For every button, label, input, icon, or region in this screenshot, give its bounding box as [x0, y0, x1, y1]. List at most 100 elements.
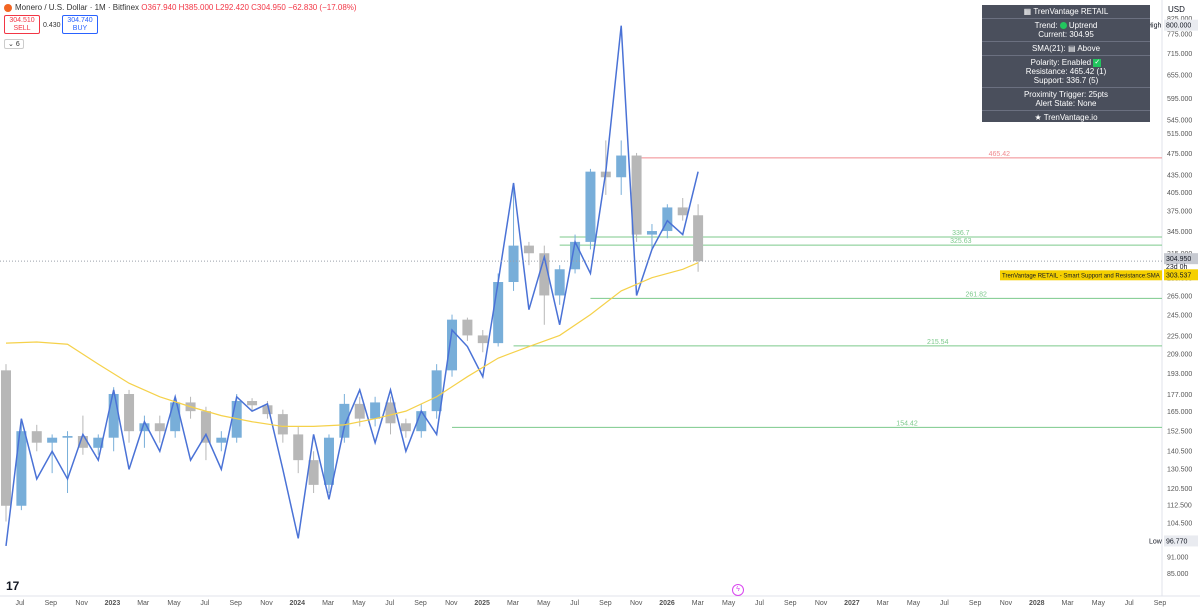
- high-value: 800.000: [1166, 23, 1191, 30]
- star-icon: ★: [1034, 113, 1042, 122]
- support-label: Support:: [1033, 76, 1064, 85]
- x-tick-label: Sep: [414, 600, 427, 607]
- x-tick-label: 2026: [659, 600, 675, 607]
- x-tick-label: Jul: [1125, 600, 1134, 607]
- candle-body: [93, 437, 104, 448]
- y-tick-label: 209.000: [1167, 351, 1192, 358]
- candle-body: [616, 155, 627, 178]
- x-tick-label: May: [1092, 600, 1106, 607]
- candle-body: [200, 411, 211, 443]
- chevron-down-icon: ⌄: [8, 41, 14, 48]
- zigzag-line: [5, 25, 699, 547]
- check-icon: ✓: [1093, 58, 1102, 67]
- y-tick-label: 405.000: [1167, 190, 1192, 197]
- symbol-label[interactable]: Monero / U.S. Dollar · 1M · Bitfinex: [15, 3, 140, 12]
- tradingview-logo[interactable]: 17: [6, 579, 20, 593]
- spread-value: 0.430: [43, 22, 61, 29]
- y-tick-label: 775.000: [1167, 31, 1192, 38]
- level-label: 336.7: [952, 230, 970, 237]
- level-label: 465.42: [989, 151, 1011, 158]
- alert-value: None: [1077, 99, 1097, 108]
- level-label: 261.82: [966, 291, 988, 298]
- chart-icon: ▦: [1023, 7, 1032, 16]
- polarity-label: Polarity:: [1030, 58, 1060, 67]
- currency-label: USD: [1168, 5, 1185, 14]
- sma-line: [5, 262, 699, 428]
- proximity-label: Proximity Trigger:: [1023, 90, 1087, 99]
- x-tick-label: Sep: [784, 600, 797, 607]
- candle-body: [139, 423, 150, 432]
- y-tick-label: 193.000: [1167, 371, 1192, 378]
- y-tick-label: 655.000: [1167, 72, 1192, 79]
- alert-label: Alert State:: [1035, 99, 1076, 108]
- green-circle-icon: [1059, 22, 1067, 30]
- candle-body: [231, 400, 242, 438]
- candle-body: [693, 215, 704, 262]
- y-tick-label: 140.500: [1167, 448, 1192, 455]
- indicator-label: TrenVantage RETAIL - Smart Support and R…: [1002, 273, 1160, 279]
- candle-body: [216, 437, 227, 443]
- y-tick-label: 85.000: [1167, 571, 1189, 578]
- candle-body: [47, 437, 58, 443]
- chart-up-icon: ▤: [1068, 44, 1076, 53]
- level-label: 215.54: [927, 339, 949, 346]
- x-tick-label: Nov: [630, 600, 643, 607]
- low-value-bg: [1164, 535, 1198, 547]
- chart-header: Monero / U.S. Dollar · 1M · Bitfinex O36…: [4, 3, 357, 12]
- candle-body: [646, 231, 657, 235]
- candle-body: [154, 423, 165, 432]
- indicator-label-bg: [1000, 270, 1162, 281]
- sma-price-label: 303.537: [1166, 272, 1191, 279]
- x-tick-label: 2024: [290, 600, 306, 607]
- candle-body: [262, 405, 273, 415]
- x-tick-label: Jul: [940, 600, 949, 607]
- level-label: 325.63: [950, 238, 972, 245]
- polarity-value: Enabled: [1061, 58, 1092, 67]
- x-tick-label: Nov: [815, 600, 828, 607]
- buy-button[interactable]: 304.740 BUY: [62, 15, 98, 34]
- candle-body: [385, 402, 396, 424]
- candle-body: [124, 394, 135, 432]
- y-tick-label: 375.000: [1167, 209, 1192, 216]
- resistance-value: 465.42 (1): [1069, 67, 1107, 76]
- y-tick-label: 120.500: [1167, 486, 1192, 493]
- x-tick-label: Nov: [260, 600, 273, 607]
- x-tick-label: Mar: [322, 600, 335, 607]
- candle-body: [493, 282, 504, 344]
- current-label: Current:: [1038, 30, 1068, 39]
- x-tick-label: Mar: [507, 600, 520, 607]
- y-tick-label: 825.000: [1167, 16, 1192, 23]
- high-label: High: [1147, 23, 1162, 30]
- candle-body: [370, 402, 381, 419]
- high-value-bg: [1164, 19, 1198, 31]
- candle-body: [462, 319, 473, 336]
- trend-label: Trend:: [1034, 21, 1058, 30]
- trenvantage-panel: ▦ TrenVantage RETAIL Trend: Uptrend Curr…: [982, 5, 1150, 122]
- sell-button[interactable]: 304.510 SELL: [4, 15, 40, 34]
- candle-body: [400, 423, 411, 432]
- x-tick-label: Nov: [75, 600, 88, 607]
- x-tick-label: Sep: [969, 600, 982, 607]
- countdown-label: 23d 0h: [1166, 264, 1188, 271]
- x-tick-label: Sep: [1154, 600, 1167, 607]
- x-tick-label: Jul: [385, 600, 394, 607]
- y-tick-label: 225.000: [1167, 333, 1192, 340]
- x-tick-label: Mar: [137, 600, 150, 607]
- y-tick-label: 435.000: [1167, 172, 1192, 179]
- y-tick-label: 475.000: [1167, 151, 1192, 158]
- y-tick-label: 130.500: [1167, 466, 1192, 473]
- candle-body: [323, 437, 334, 485]
- candle-body: [62, 436, 73, 438]
- x-tick-label: May: [352, 600, 366, 607]
- candle-body: [662, 207, 673, 232]
- candle-body: [539, 253, 550, 296]
- y-tick-label: 515.000: [1167, 131, 1192, 138]
- y-tick-label: 595.000: [1167, 96, 1192, 103]
- x-tick-label: Mar: [1062, 600, 1075, 607]
- x-tick-label: Jul: [16, 600, 25, 607]
- x-tick-label: Sep: [229, 600, 242, 607]
- bolt-icon[interactable]: ϟ: [732, 584, 744, 596]
- indicator-count-toggle[interactable]: ⌄ 6: [4, 39, 24, 49]
- last-price-label: 304.950: [1166, 256, 1191, 263]
